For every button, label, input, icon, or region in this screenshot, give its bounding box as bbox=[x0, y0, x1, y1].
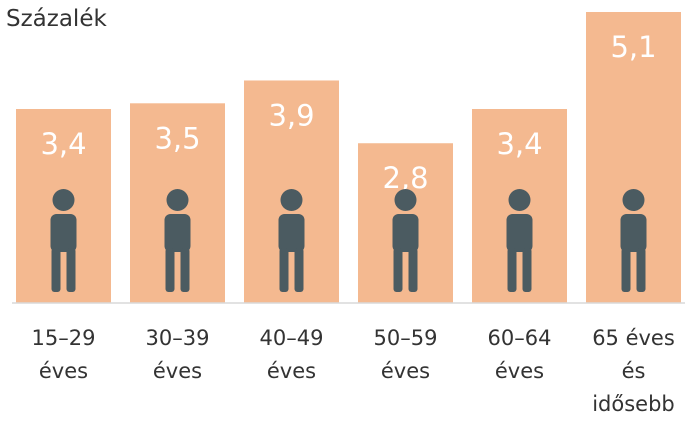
person-icon bbox=[506, 189, 533, 292]
value-label: 3,9 bbox=[268, 98, 314, 132]
icon-leg bbox=[180, 248, 190, 292]
icon-leg bbox=[507, 248, 517, 292]
x-tick-label: 50–59 éves bbox=[373, 326, 438, 383]
icon-leg bbox=[408, 248, 418, 292]
icon-body bbox=[392, 214, 419, 252]
icon-head bbox=[52, 189, 75, 211]
icon-head bbox=[508, 189, 531, 211]
person-icon bbox=[164, 189, 191, 292]
person-icon bbox=[50, 189, 77, 292]
bar bbox=[586, 12, 681, 303]
person-icon bbox=[392, 189, 419, 292]
x-tick-label: 65 éves és idősebb bbox=[592, 326, 675, 416]
icon-body bbox=[50, 214, 77, 252]
value-label: 3,4 bbox=[40, 127, 86, 161]
icon-leg bbox=[621, 248, 631, 292]
value-label: 5,1 bbox=[610, 30, 656, 64]
icon-head bbox=[280, 189, 303, 211]
x-tick-label: 40–49 éves bbox=[259, 326, 324, 383]
icon-body bbox=[278, 214, 305, 252]
x-tick-label: 60–64 éves bbox=[487, 326, 552, 383]
icon-body bbox=[164, 214, 191, 252]
icon-leg bbox=[522, 248, 532, 292]
x-tick-label: 30–39 éves bbox=[145, 326, 210, 383]
icon-leg bbox=[636, 248, 646, 292]
icon-body bbox=[506, 214, 533, 252]
value-label: 3,4 bbox=[496, 127, 542, 161]
icon-leg bbox=[294, 248, 304, 292]
person-icon bbox=[620, 189, 647, 292]
chart-title: Százalék bbox=[6, 6, 107, 32]
icon-body bbox=[620, 214, 647, 252]
icon-head bbox=[166, 189, 189, 211]
icon-head bbox=[394, 189, 417, 211]
icon-head bbox=[622, 189, 645, 211]
icon-leg bbox=[279, 248, 289, 292]
icon-leg bbox=[66, 248, 76, 292]
person-icon bbox=[278, 189, 305, 292]
icon-leg bbox=[51, 248, 61, 292]
x-tick-label: 15–29 éves bbox=[31, 326, 96, 383]
icon-leg bbox=[393, 248, 403, 292]
value-label: 3,5 bbox=[154, 121, 200, 155]
icon-leg bbox=[165, 248, 175, 292]
